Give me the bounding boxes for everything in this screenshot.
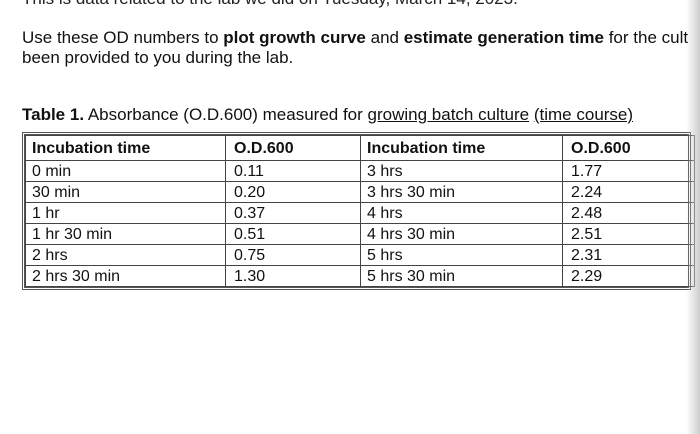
- intro-line-2: been provided to you during the lab.: [22, 48, 294, 67]
- table-cell: 3 hrs: [360, 160, 563, 182]
- intro-text-2: and: [365, 28, 404, 47]
- table-cell: 1 hr: [25, 202, 226, 224]
- table-row: 30 min 0.20 3 hrs 30 min 2.24: [25, 181, 695, 203]
- table-cell: 0.11: [225, 160, 361, 182]
- table-row: 2 hrs 0.75 5 hrs 2.31: [25, 244, 695, 266]
- intro-bold-2: estimate generation time: [403, 28, 604, 47]
- absorbance-table: Incubation time O.D.600 Incubation time …: [25, 135, 695, 287]
- table-row: 1 hr 30 min 0.51 4 hrs 30 min 2.51: [25, 223, 695, 245]
- table-cell: 0.75: [225, 244, 361, 266]
- table-row: 2 hrs 30 min 1.30 5 hrs 30 min 2.29: [25, 265, 695, 287]
- table-cell: 3 hrs 30 min: [360, 181, 563, 203]
- table-cell: 2 hrs: [25, 244, 226, 266]
- table-row: 1 hr 0.37 4 hrs 2.48: [25, 202, 695, 224]
- table-cell: 2.51: [562, 223, 695, 245]
- table-cell: 5 hrs 30 min: [360, 265, 563, 287]
- table-cell: 2.24: [562, 181, 695, 203]
- intro-text-1: Use these OD numbers to: [22, 28, 224, 47]
- header-incubation-time-1: Incubation time: [25, 135, 226, 161]
- table-cell: 0.37: [225, 202, 361, 224]
- table-row: 0 min 0.11 3 hrs 1.77: [25, 160, 695, 182]
- table-cell: 2 hrs 30 min: [25, 265, 226, 287]
- header-od600-1: O.D.600: [225, 135, 361, 161]
- instructions-paragraph: Use these OD numbers to plot growth curv…: [22, 28, 700, 68]
- cut-off-top-line: This is data related to the lab we did o…: [22, 0, 518, 9]
- table-cell: 4 hrs: [360, 202, 563, 224]
- table-cell: 30 min: [25, 181, 226, 203]
- table-cell: 0.51: [225, 223, 361, 245]
- table-cell: 2.48: [562, 202, 695, 224]
- table-cell: 2.31: [562, 244, 695, 266]
- intro-text-3: for the cult: [603, 28, 689, 47]
- page-edge-shadow: [686, 0, 700, 434]
- table-cell: 0 min: [25, 160, 226, 182]
- table-header-row: Incubation time O.D.600 Incubation time …: [25, 135, 695, 161]
- absorbance-table-frame: Incubation time O.D.600 Incubation time …: [22, 132, 695, 290]
- table-caption-label: Table 1.: [22, 105, 85, 124]
- table-cell: 1 hr 30 min: [25, 223, 226, 245]
- table-caption-link-2[interactable]: (time course): [533, 105, 634, 124]
- table-caption-text: Absorbance (O.D.600) measured for: [84, 105, 368, 124]
- table-cell: 4 hrs 30 min: [360, 223, 563, 245]
- intro-bold-1: plot growth curve: [223, 28, 366, 47]
- header-incubation-time-2: Incubation time: [360, 135, 563, 161]
- table-caption-link-1[interactable]: growing batch culture: [367, 105, 530, 124]
- table-cell: 2.29: [562, 265, 695, 287]
- table-caption: Table 1. Absorbance (O.D.600) measured f…: [22, 105, 633, 125]
- table-cell: 5 hrs: [360, 244, 563, 266]
- table-cell: 1.77: [562, 160, 695, 182]
- table-cell: 1.30: [225, 265, 361, 287]
- header-od600-2: O.D.600: [562, 135, 695, 161]
- table-cell: 0.20: [225, 181, 361, 203]
